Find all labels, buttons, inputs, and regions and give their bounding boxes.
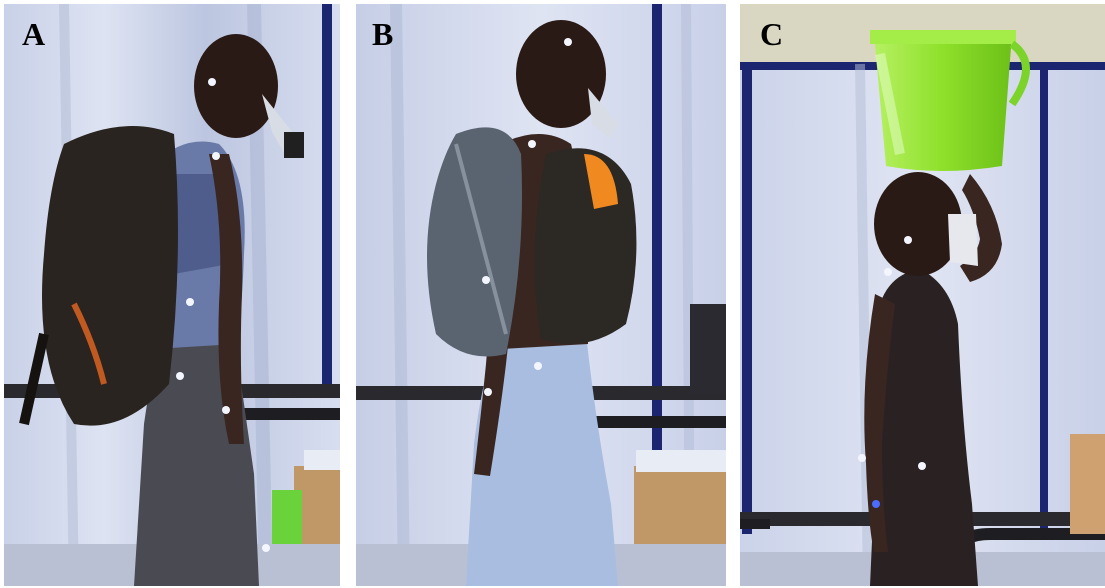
photo-b-image xyxy=(356,4,726,586)
photo-panel-b: B xyxy=(356,4,726,586)
photo-panel-c: C xyxy=(740,4,1105,586)
photo-panel-a: A xyxy=(4,4,340,586)
panel-label-c: C xyxy=(760,16,784,52)
photo-a-image xyxy=(4,4,340,586)
panel-label-a: A xyxy=(22,16,46,52)
photo-c-image xyxy=(740,4,1105,586)
panel-label-b: B xyxy=(372,16,394,52)
